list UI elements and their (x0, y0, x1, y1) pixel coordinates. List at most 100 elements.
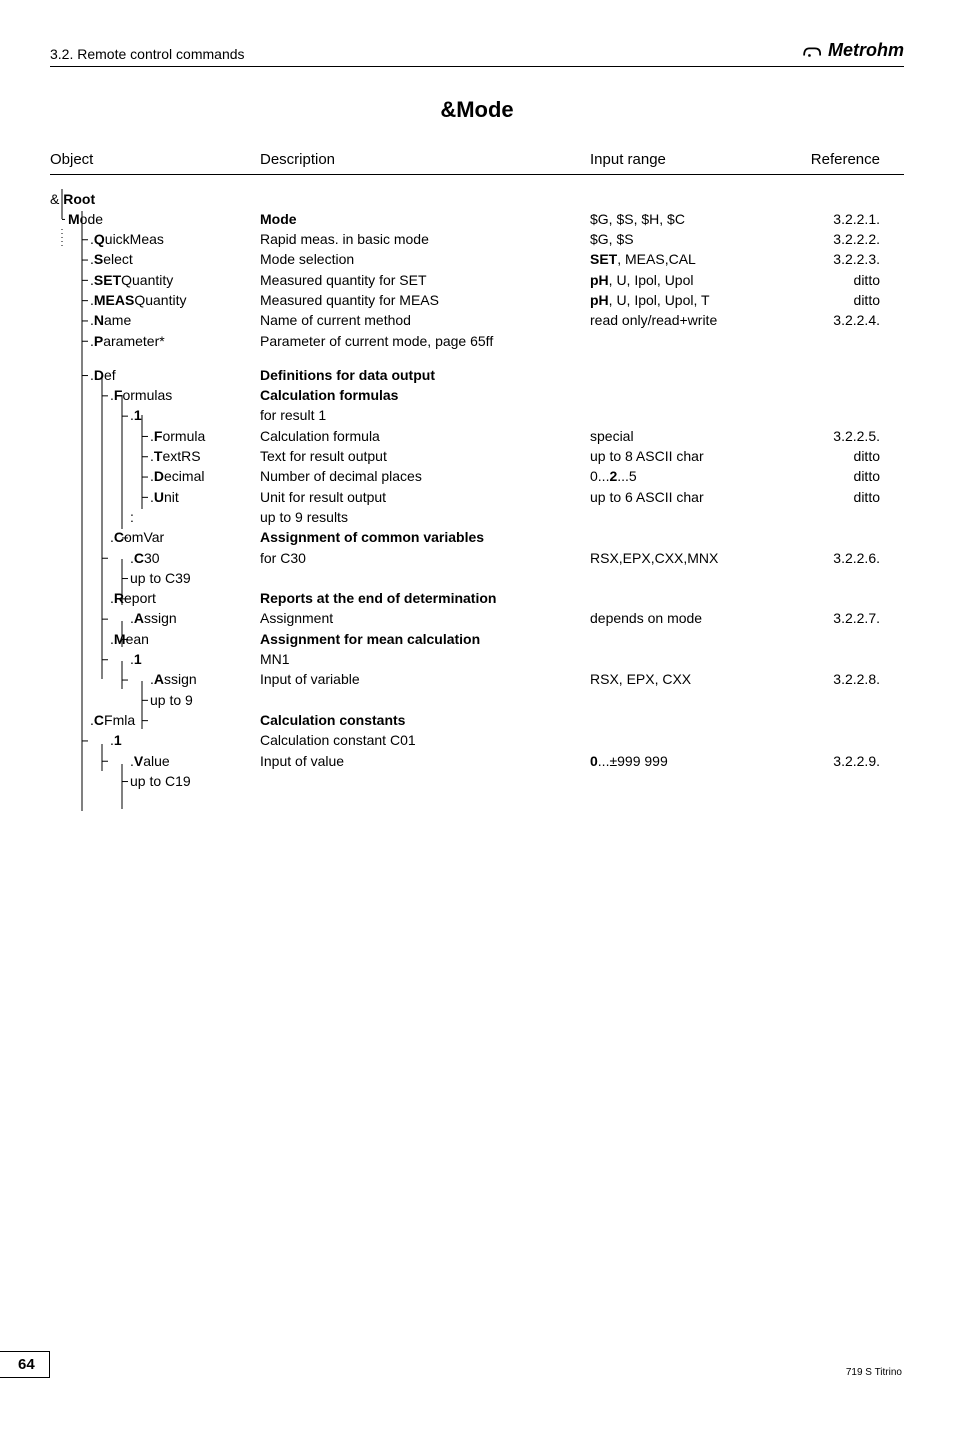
tree-row: .UnitUnit for result outputup to 6 ASCII… (50, 487, 904, 507)
reference-cell: 3.2.2.2. (780, 229, 880, 249)
tree-row: .C30for C30RSX,EPX,CXX,MNX3.2.2.6. (50, 548, 904, 568)
description-cell: Input of variable (260, 669, 590, 689)
object-cell: .1 (50, 730, 260, 750)
tree-row: .ReportReports at the end of determinati… (50, 588, 904, 608)
reference-cell (780, 365, 880, 385)
object-cell: up to 9 (50, 690, 260, 710)
metrohm-logo-icon (802, 43, 824, 59)
object-cell: Mode (50, 209, 260, 229)
object-cell: .Decimal (50, 466, 260, 486)
description-cell: Calculation formulas (260, 385, 590, 405)
input-range-cell: $G, $S, $H, $C (590, 209, 780, 229)
description-cell: Input of value (260, 751, 590, 771)
description-cell: Parameter of current mode, page 65ff (260, 331, 590, 351)
reference-cell: ditto (780, 290, 880, 310)
input-range-cell (590, 771, 780, 791)
tree-row: .SelectMode selectionSET, MEAS,CAL3.2.2.… (50, 249, 904, 269)
input-range-cell (590, 649, 780, 669)
object-cell: & Root (50, 189, 260, 209)
reference-cell: ditto (780, 446, 880, 466)
description-cell: Assignment (260, 608, 590, 628)
object-cell: .SETQuantity (50, 270, 260, 290)
input-range-cell: read only/read+write (590, 310, 780, 330)
tree-row: ModeMode$G, $S, $H, $C3.2.2.1. (50, 209, 904, 229)
tree-row: up to 9 (50, 690, 904, 710)
object-cell: .1 (50, 405, 260, 425)
description-cell: Assignment of common variables (260, 527, 590, 547)
input-range-cell (590, 588, 780, 608)
object-cell: .ComVar (50, 527, 260, 547)
reference-cell (780, 189, 880, 209)
description-cell: Unit for result output (260, 487, 590, 507)
object-cell: up to C19 (50, 771, 260, 791)
reference-cell (780, 710, 880, 730)
input-range-cell (590, 527, 780, 547)
object-cell: .QuickMeas (50, 229, 260, 249)
page-header: 3.2. Remote control commands Metrohm (50, 40, 904, 67)
mode-title: &Mode (50, 97, 904, 123)
reference-cell: 3.2.2.5. (780, 426, 880, 446)
reference-cell (780, 527, 880, 547)
reference-cell (780, 331, 880, 351)
tree-body: & RootModeMode$G, $S, $H, $C3.2.2.1..Qui… (50, 189, 904, 792)
tree-row: .1Calculation constant C01 (50, 730, 904, 750)
input-range-cell: 0...±999 999 (590, 751, 780, 771)
description-cell: Text for result output (260, 446, 590, 466)
tree-row: .MeanAssignment for mean calculation (50, 629, 904, 649)
tree-row: .TextRSText for result outputup to 8 ASC… (50, 446, 904, 466)
input-range-cell: depends on mode (590, 608, 780, 628)
object-cell: .Select (50, 249, 260, 269)
description-cell: Calculation constant C01 (260, 730, 590, 750)
object-cell: : (50, 507, 260, 527)
reference-cell: 3.2.2.6. (780, 548, 880, 568)
input-range-cell (590, 365, 780, 385)
input-range-cell: special (590, 426, 780, 446)
description-cell: Measured quantity for SET (260, 270, 590, 290)
object-cell: .TextRS (50, 446, 260, 466)
description-cell (260, 771, 590, 791)
description-cell: up to 9 results (260, 507, 590, 527)
input-range-cell: up to 8 ASCII char (590, 446, 780, 466)
object-cell: .C30 (50, 548, 260, 568)
object-cell: up to C39 (50, 568, 260, 588)
input-range-cell (590, 568, 780, 588)
description-cell: Name of current method (260, 310, 590, 330)
page-number: 64 (0, 1351, 50, 1378)
tree-row: .Parameter*Parameter of current mode, pa… (50, 331, 904, 351)
input-range-cell (590, 331, 780, 351)
tree-row: .CFmlaCalculation constants (50, 710, 904, 730)
input-range-cell (590, 405, 780, 425)
col-reference: Reference (780, 151, 880, 168)
description-cell (260, 568, 590, 588)
tree-row: .FormulasCalculation formulas (50, 385, 904, 405)
reference-cell (780, 629, 880, 649)
input-range-cell: RSX, EPX, CXX (590, 669, 780, 689)
tree-row: .AssignAssignmentdepends on mode3.2.2.7. (50, 608, 904, 628)
description-cell: for result 1 (260, 405, 590, 425)
tree-row: :up to 9 results (50, 507, 904, 527)
input-range-cell: SET, MEAS,CAL (590, 249, 780, 269)
reference-cell: ditto (780, 270, 880, 290)
reference-cell (780, 588, 880, 608)
tree-row: .1MN1 (50, 649, 904, 669)
object-cell: .Report (50, 588, 260, 608)
description-cell: Measured quantity for MEAS (260, 290, 590, 310)
brand: Metrohm (802, 40, 904, 61)
object-cell: .Value (50, 751, 260, 771)
reference-cell: 3.2.2.4. (780, 310, 880, 330)
reference-cell (780, 507, 880, 527)
input-range-cell (590, 730, 780, 750)
description-cell: Calculation constants (260, 710, 590, 730)
tree-row: .FormulaCalculation formulaspecial3.2.2.… (50, 426, 904, 446)
input-range-cell (590, 690, 780, 710)
reference-cell (780, 568, 880, 588)
tree-row: .DecimalNumber of decimal places0...2...… (50, 466, 904, 486)
input-range-cell (590, 189, 780, 209)
tree-row: .SETQuantityMeasured quantity for SETpH,… (50, 270, 904, 290)
col-object: Object (50, 151, 260, 168)
object-cell: .Def (50, 365, 260, 385)
reference-cell (780, 771, 880, 791)
tree-row: .ValueInput of value0...±999 9993.2.2.9. (50, 751, 904, 771)
description-cell: Calculation formula (260, 426, 590, 446)
tree-row: .ComVarAssignment of common variables (50, 527, 904, 547)
